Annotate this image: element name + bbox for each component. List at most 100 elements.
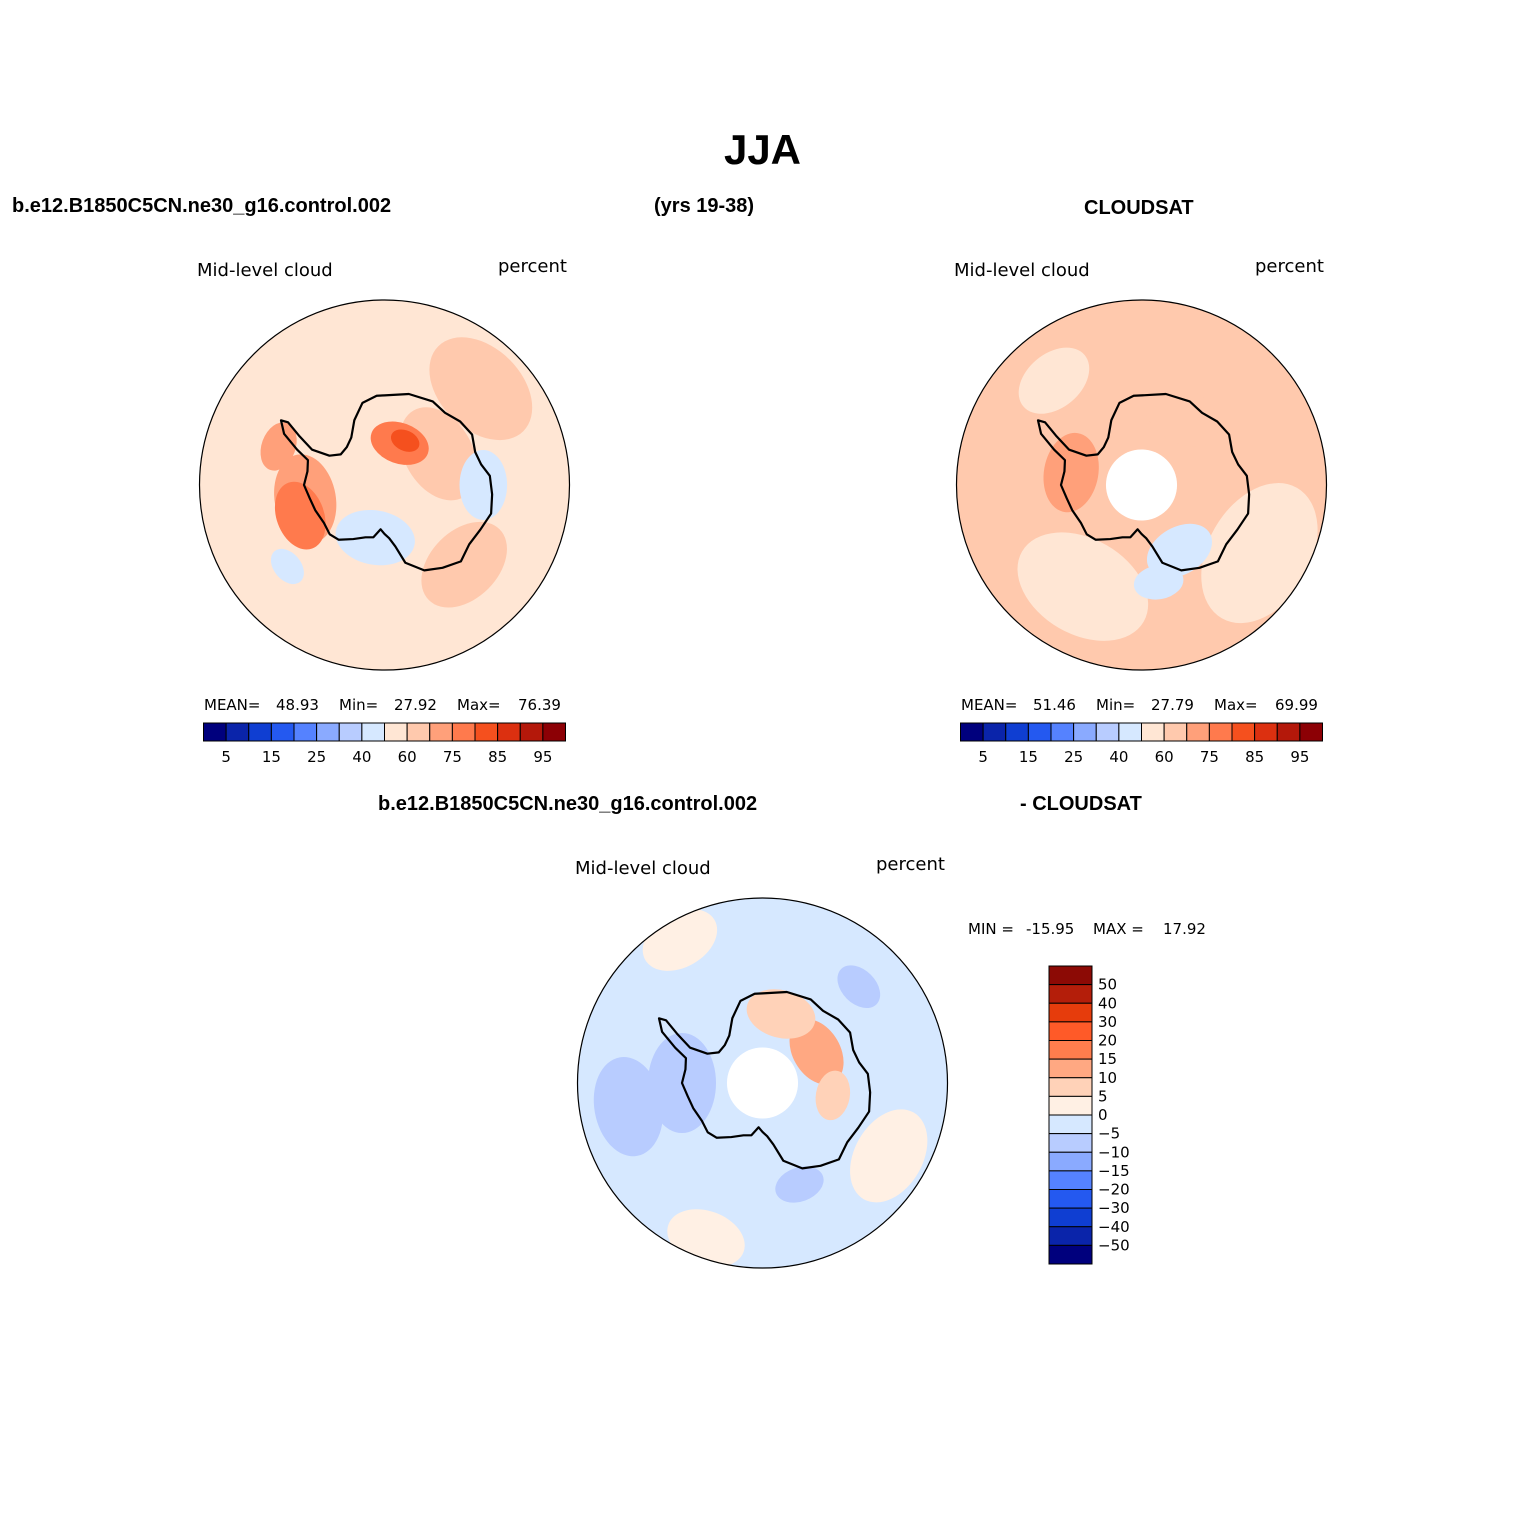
colorbar-tick-label: 30 bbox=[1098, 1013, 1117, 1031]
case-name: b.e12.B1850C5CN.ne30_g16.control.002 bbox=[12, 195, 392, 217]
colorbar-swatch bbox=[1048, 984, 1093, 1004]
colorbar-swatch bbox=[1048, 1207, 1093, 1228]
stat-mean-model: 48.93 bbox=[276, 696, 319, 714]
units-label-obs: percent bbox=[1255, 256, 1324, 277]
no-data-mask bbox=[726, 1047, 799, 1119]
colorbar-swatch bbox=[1163, 722, 1188, 742]
colorbar-tick-label: −15 bbox=[1098, 1162, 1130, 1180]
stat-min-label-obs: Min= bbox=[1096, 696, 1136, 714]
colorbar-swatch bbox=[1048, 1077, 1093, 1097]
colorbar-swatch bbox=[982, 722, 1007, 742]
colorbar-swatch bbox=[248, 722, 272, 742]
colorbar-swatch bbox=[203, 722, 227, 742]
stat-min-obs: 27.79 bbox=[1151, 696, 1194, 714]
field-region bbox=[775, 1166, 824, 1203]
stat-mean-label-obs: MEAN= bbox=[961, 696, 1018, 714]
stat-mean-label-model: MEAN= bbox=[204, 696, 261, 714]
field-label-diff: Mid-level cloud bbox=[575, 858, 711, 879]
colorbar-tick-label: 75 bbox=[443, 748, 462, 766]
colorbar-swatch bbox=[361, 722, 385, 742]
stat-min-model: 27.92 bbox=[394, 696, 437, 714]
field-region bbox=[274, 481, 326, 550]
colorbar-swatch bbox=[406, 722, 431, 742]
field-region bbox=[429, 337, 533, 441]
field-region bbox=[399, 407, 478, 501]
colorbar-swatch bbox=[429, 722, 453, 742]
colorbar-swatch bbox=[293, 722, 318, 742]
field-region bbox=[1018, 347, 1090, 414]
field-region bbox=[815, 1070, 851, 1121]
colorbar-swatch bbox=[1048, 1133, 1093, 1153]
colorbar-tick-label: 95 bbox=[533, 748, 552, 766]
field-layer bbox=[199, 300, 570, 670]
diff-obs-name: - CLOUDSAT bbox=[1020, 793, 1142, 815]
colorbar-tick-label: 75 bbox=[1200, 748, 1219, 766]
colorbar-tick-label: 0 bbox=[1098, 1106, 1108, 1124]
colorbar-tick-label: 10 bbox=[1098, 1069, 1117, 1087]
colorbar-swatch bbox=[519, 722, 544, 742]
colorbar-swatch bbox=[1048, 1244, 1093, 1265]
colorbar-swatch bbox=[384, 722, 408, 742]
page-title: JJA bbox=[723, 126, 802, 173]
stat-min-label-diff: MIN = bbox=[968, 920, 1014, 938]
colorbar-swatch bbox=[1048, 1114, 1093, 1135]
field-region bbox=[1133, 565, 1184, 600]
field-region bbox=[335, 509, 415, 566]
colorbar-swatch bbox=[474, 722, 499, 742]
stat-max-label-model: Max= bbox=[457, 696, 501, 714]
map-observations: 5 15 25 40 60 75 85 95 bbox=[955, 299, 1328, 766]
field-region bbox=[837, 965, 881, 1009]
colorbar-swatch bbox=[451, 722, 476, 742]
stat-min-label-model: Min= bbox=[339, 696, 379, 714]
field-region bbox=[1201, 483, 1318, 624]
colorbar-swatch bbox=[1231, 722, 1256, 742]
stat-max-diff: 17.92 bbox=[1163, 920, 1206, 938]
field-label-model: Mid-level cloud bbox=[197, 260, 333, 281]
colorbar-tick-label: 85 bbox=[488, 748, 507, 766]
field-region bbox=[390, 429, 420, 452]
colorbar-swatch bbox=[497, 722, 521, 742]
colorbar-swatch bbox=[1048, 965, 1093, 986]
colorbar-tick-label: 15 bbox=[1019, 748, 1038, 766]
colorbar-swatch bbox=[542, 722, 566, 742]
field-background bbox=[199, 300, 570, 670]
colorbar-swatch bbox=[1005, 722, 1029, 742]
colorbar-swatch bbox=[1048, 1151, 1093, 1172]
colorbar-tick-label: −40 bbox=[1098, 1218, 1130, 1236]
field-region bbox=[260, 422, 297, 471]
field-region bbox=[1144, 384, 1219, 447]
colorbar-swatch bbox=[1048, 1002, 1093, 1023]
colorbar-tick-label: −5 bbox=[1098, 1125, 1120, 1143]
map-boundary bbox=[198, 299, 571, 671]
map-boundary bbox=[576, 897, 949, 1269]
colorbar-tick-label: 60 bbox=[398, 748, 417, 766]
field-region bbox=[459, 450, 508, 520]
colorbar-swatch bbox=[1073, 722, 1097, 742]
colorbar-swatch bbox=[1048, 1170, 1093, 1190]
colorbar-swatch bbox=[1208, 722, 1233, 742]
colorbar-swatch bbox=[1027, 722, 1052, 742]
colorbar-tick-label: −30 bbox=[1098, 1199, 1130, 1217]
colorbar-tick-label: −20 bbox=[1098, 1181, 1130, 1199]
stat-max-label-obs: Max= bbox=[1214, 696, 1258, 714]
colorbar-tick-label: 15 bbox=[262, 748, 281, 766]
colorbar-tick-label: −50 bbox=[1098, 1236, 1130, 1254]
map-boundary bbox=[955, 299, 1328, 671]
colorbar-tick-label: 5 bbox=[1098, 1087, 1108, 1105]
field-label-obs: Mid-level cloud bbox=[954, 260, 1090, 281]
colorbar-tick-label: 5 bbox=[978, 748, 988, 766]
colorbar-swatch bbox=[1141, 722, 1165, 742]
field-region bbox=[270, 548, 304, 585]
colorbar-swatch bbox=[1254, 722, 1278, 742]
colorbar-tick-label: 40 bbox=[1098, 994, 1117, 1012]
field-region bbox=[1017, 532, 1149, 641]
colorbar-swatch bbox=[1048, 1058, 1093, 1079]
coastline bbox=[1036, 392, 1251, 572]
colorbar-tick-label: 25 bbox=[307, 748, 326, 766]
stat-mean-obs: 51.46 bbox=[1033, 696, 1076, 714]
colorbar-swatch bbox=[270, 722, 295, 742]
colorbar-tick-label: 95 bbox=[1290, 748, 1309, 766]
field-region bbox=[421, 521, 507, 608]
